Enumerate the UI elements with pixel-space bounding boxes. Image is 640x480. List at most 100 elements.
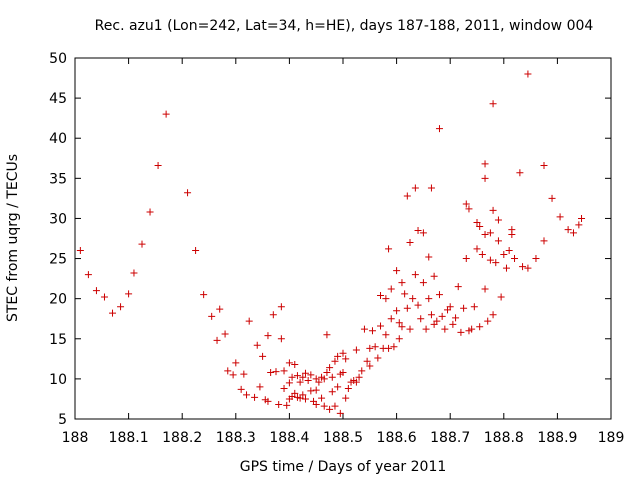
data-point-110 (393, 307, 401, 315)
data-point-176 (508, 230, 516, 238)
y-tick-label: 20 (49, 292, 67, 308)
data-point-71 (326, 405, 334, 413)
data-point-64 (315, 378, 323, 386)
data-point-18 (221, 330, 229, 338)
data-point-29 (259, 352, 267, 360)
data-point-149 (465, 205, 473, 213)
data-point-128 (422, 325, 430, 333)
data-point-25 (245, 317, 253, 325)
data-point-85 (344, 385, 352, 393)
data-point-37 (277, 303, 285, 311)
data-point-74 (328, 388, 336, 396)
data-point-157 (478, 251, 486, 259)
data-point-47 (291, 360, 299, 368)
data-point-103 (382, 331, 390, 339)
data-point-145 (457, 328, 465, 336)
data-point-91 (358, 367, 366, 375)
data-point-151 (468, 325, 476, 333)
data-point-133 (430, 272, 438, 280)
data-point-187 (564, 226, 572, 234)
data-point-105 (385, 344, 393, 352)
data-point-45 (288, 373, 296, 381)
data-point-168 (492, 259, 500, 267)
data-point-170 (494, 237, 502, 245)
data-point-78 (334, 383, 342, 391)
data-point-48 (291, 389, 299, 397)
y-tick-label: 15 (49, 332, 67, 348)
data-point-127 (419, 279, 427, 287)
data-point-184 (540, 237, 548, 245)
x-tick-label: 188.2 (162, 430, 202, 446)
data-point-107 (387, 315, 395, 323)
data-point-142 (449, 320, 457, 328)
data-point-54 (299, 391, 307, 399)
data-point-171 (497, 293, 505, 301)
data-point-111 (395, 319, 403, 327)
data-point-180 (524, 70, 532, 78)
data-point-99 (377, 291, 385, 299)
data-point-144 (454, 283, 462, 291)
axis-ticks (74, 57, 612, 420)
data-point-154 (473, 245, 481, 253)
x-tick-label: 188.4 (269, 430, 309, 446)
data-point-165 (489, 100, 497, 108)
data-point-173 (502, 264, 510, 272)
data-point-89 (352, 378, 360, 386)
data-point-36 (275, 401, 283, 409)
data-point-24 (243, 391, 251, 399)
chart-title: Rec. azu1 (Lon=242, Lat=34, h=HE), days … (95, 18, 594, 34)
data-point-1 (84, 271, 92, 279)
data-point-100 (377, 322, 385, 330)
data-point-83 (342, 394, 350, 402)
data-point-92 (360, 325, 368, 333)
data-point-158 (481, 160, 489, 168)
data-point-70 (323, 368, 331, 376)
data-point-34 (269, 311, 277, 319)
data-points (76, 70, 586, 417)
data-point-98 (374, 354, 382, 362)
data-point-117 (403, 304, 411, 312)
data-point-23 (240, 370, 248, 378)
data-point-122 (411, 271, 419, 279)
data-point-181 (524, 264, 532, 272)
data-point-188 (569, 229, 577, 237)
data-point-22 (237, 385, 245, 393)
data-point-84 (342, 355, 350, 363)
data-point-14 (200, 291, 208, 299)
data-point-10 (154, 161, 162, 169)
data-point-63 (312, 401, 320, 409)
data-point-55 (301, 369, 309, 377)
y-tick-label: 40 (49, 131, 67, 147)
data-point-172 (500, 251, 508, 259)
data-point-163 (486, 256, 494, 264)
y-tick-label: 50 (49, 51, 67, 67)
data-point-2 (92, 287, 100, 295)
data-point-8 (138, 240, 146, 248)
data-point-57 (304, 376, 312, 384)
data-point-156 (476, 323, 484, 331)
data-point-146 (460, 304, 468, 312)
data-point-190 (578, 214, 586, 222)
y-tick-label: 35 (49, 171, 67, 187)
data-point-79 (336, 409, 344, 417)
data-point-31 (264, 332, 272, 340)
data-point-177 (511, 255, 519, 263)
data-point-130 (425, 295, 433, 303)
data-point-159 (481, 174, 489, 182)
data-point-108 (390, 343, 398, 351)
data-point-121 (411, 184, 419, 192)
y-tick-label: 25 (49, 252, 67, 268)
y-tick-label: 45 (49, 91, 67, 107)
data-point-119 (406, 325, 414, 333)
data-point-39 (280, 367, 288, 375)
x-tick-label: 188.6 (377, 430, 417, 446)
x-axis-label: GPS time / Days of year 2011 (240, 459, 447, 475)
data-point-49 (293, 372, 301, 380)
data-point-40 (280, 385, 288, 393)
data-point-58 (307, 371, 315, 379)
x-tick-label: 188.1 (109, 430, 149, 446)
data-point-178 (516, 169, 524, 177)
data-point-116 (403, 192, 411, 200)
data-point-141 (446, 303, 454, 311)
data-point-115 (401, 290, 409, 298)
